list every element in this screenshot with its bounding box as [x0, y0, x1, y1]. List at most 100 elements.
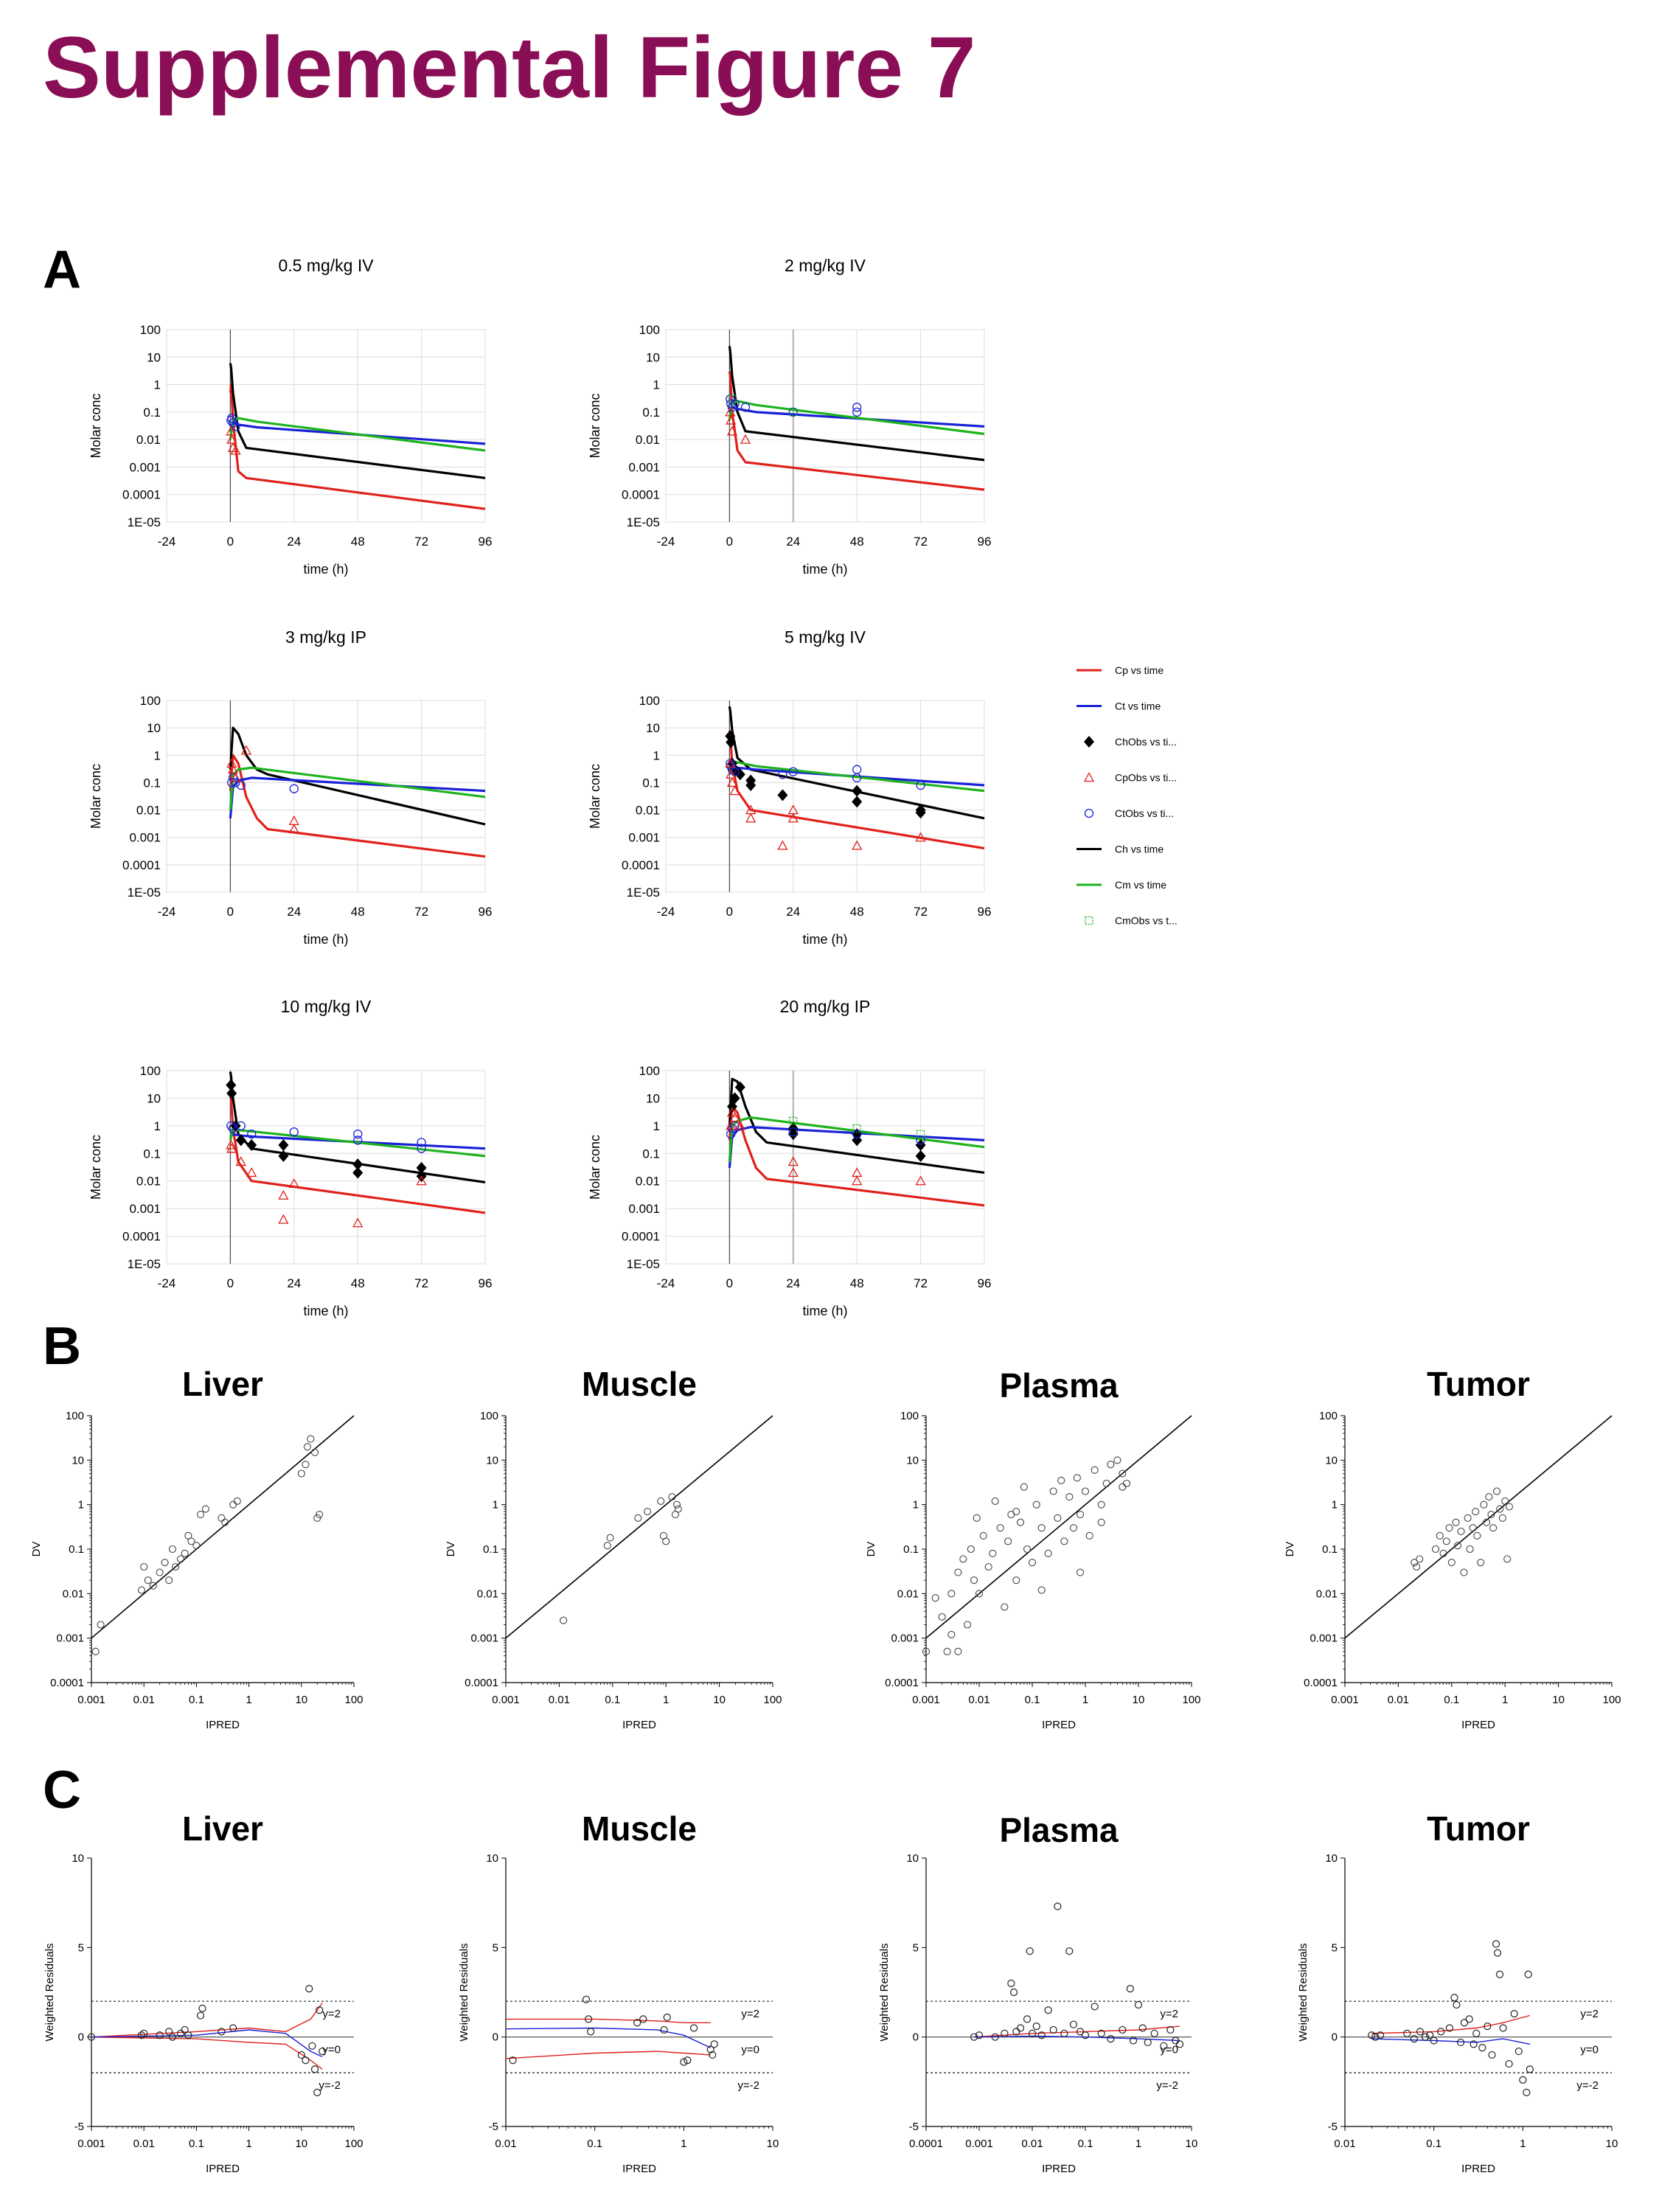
obs-marker-ctobs	[740, 403, 751, 412]
x-tick-label: 10	[767, 2138, 779, 2150]
obs-marker-chobs	[226, 1087, 237, 1099]
legend-label: Ch vs time	[1115, 844, 1164, 855]
legend-swatch	[1083, 772, 1095, 782]
x-axis-label: IPRED	[1042, 1719, 1076, 1731]
x-tick-label: 0.01	[495, 2138, 516, 2150]
data-point	[1487, 1511, 1495, 1519]
obs-marker-ctobs	[417, 1144, 426, 1153]
obs-marker-ctobs	[236, 1121, 246, 1131]
data-point	[954, 1568, 962, 1576]
data-point	[979, 1531, 987, 1540]
obs-marker-cpobs	[726, 1107, 738, 1117]
obs-marker-cpobs	[416, 1175, 427, 1186]
obs-marker-cpobs	[787, 1167, 799, 1178]
panel-label-b: B	[43, 1317, 81, 1376]
y-tick-label: 100	[900, 1410, 919, 1422]
data-point	[1119, 2025, 1127, 2034]
data-point	[1452, 1518, 1460, 1526]
obs-marker-chobs	[734, 768, 745, 781]
data-point	[1442, 1537, 1450, 1545]
obs-marker-cpobs	[230, 445, 241, 455]
data-point	[1049, 1487, 1057, 1495]
data-point	[1460, 1568, 1468, 1576]
data-point	[218, 1514, 226, 1522]
y-tick-label: 0.0001	[122, 1230, 161, 1244]
data-point	[709, 2051, 717, 2059]
series-line-ch	[229, 726, 486, 826]
x-tick-label: 0.001	[77, 2138, 105, 2150]
data-point	[657, 1497, 665, 1505]
obs-marker-ctobs	[778, 770, 787, 779]
chart-title: 0.5 mg/kg IV	[278, 256, 374, 275]
x-tick-label: 0.1	[189, 1694, 204, 1706]
y-tick-label: 10	[486, 1454, 498, 1467]
data-point	[140, 1562, 148, 1571]
data-point	[710, 2040, 718, 2048]
obs-marker-cmobs	[728, 394, 737, 403]
data-point	[1421, 2033, 1430, 2041]
x-tick-label: -24	[158, 535, 176, 549]
y-axis-label: Molar conc	[88, 764, 103, 829]
obs-marker-cpobs	[777, 840, 788, 850]
data-point	[1065, 1492, 1074, 1501]
data-point	[297, 1470, 305, 1478]
trend-line	[91, 2037, 323, 2070]
y-tick-label: 100	[639, 323, 660, 337]
data-point	[585, 2015, 593, 2023]
data-point	[176, 1555, 185, 1563]
data-point	[1426, 2031, 1434, 2039]
chart-title: Tumor	[1427, 1365, 1530, 1403]
identity-line	[505, 1415, 773, 1639]
data-point	[316, 2006, 324, 2014]
y-tick-label: 0.1	[642, 406, 660, 420]
data-point	[947, 1630, 956, 1638]
obs-marker-chobs	[734, 1081, 745, 1093]
obs-marker-cpobs	[230, 772, 241, 782]
chart-title: Liver	[182, 1809, 263, 1848]
obs-marker-ctobs	[247, 1129, 257, 1139]
residual-chart-muscle: 0.01 0.1 1 10 -5 0 5 10 IPRED Weighted Residuals M…	[458, 1809, 779, 2175]
x-tick-label: 1	[663, 1694, 669, 1706]
data-point	[1437, 2028, 1445, 2036]
y-tick-label: 10	[1325, 1852, 1338, 1865]
y-tick-label: 1E-05	[627, 1257, 660, 1271]
x-axis-label: time (h)	[802, 932, 847, 947]
identity-line	[925, 1415, 1192, 1639]
y-tick-label: 1	[653, 378, 660, 392]
x-tick-label: 100	[344, 1694, 363, 1706]
x-tick-label: 96	[479, 535, 493, 549]
data-point	[172, 1562, 180, 1571]
obs-marker-cpobs	[288, 824, 299, 834]
y-tick-label: 0.1	[69, 1543, 84, 1556]
obs-marker-chobs	[278, 1150, 289, 1162]
data-point	[1097, 2029, 1105, 2037]
data-point	[187, 1537, 195, 1545]
data-point	[947, 1590, 956, 1598]
x-axis-label: IPRED	[206, 2163, 240, 2175]
data-point	[1431, 1545, 1440, 1554]
y-tick-label: 0.1	[143, 776, 161, 790]
data-point	[1138, 2024, 1147, 2032]
obs-marker-cpobs	[729, 1112, 740, 1122]
legend-label: Ct vs time	[1115, 700, 1161, 712]
reference-line-label: y=-2	[1156, 2079, 1178, 2092]
data-point	[1492, 1487, 1501, 1495]
data-point	[1477, 1559, 1485, 1567]
data-point	[634, 1514, 642, 1522]
data-point	[1032, 1500, 1040, 1509]
data-point	[1065, 1947, 1074, 1955]
legend-label: CmObs vs t...	[1115, 915, 1178, 927]
obs-marker-chobs	[745, 779, 757, 792]
chart-title: 2 mg/kg IV	[785, 256, 866, 275]
trend-line	[1371, 2038, 1531, 2045]
x-tick-label: 0.01	[1334, 2138, 1355, 2150]
obs-marker-ctobs	[726, 394, 735, 404]
data-point	[1129, 2037, 1138, 2045]
data-point	[305, 1985, 313, 1993]
obs-marker-ctobs	[231, 422, 240, 431]
data-point	[87, 2033, 96, 2041]
data-point	[1473, 1531, 1481, 1540]
obs-marker-ctobs	[353, 1129, 363, 1139]
data-point	[156, 2031, 164, 2039]
data-point	[1445, 1524, 1453, 1532]
